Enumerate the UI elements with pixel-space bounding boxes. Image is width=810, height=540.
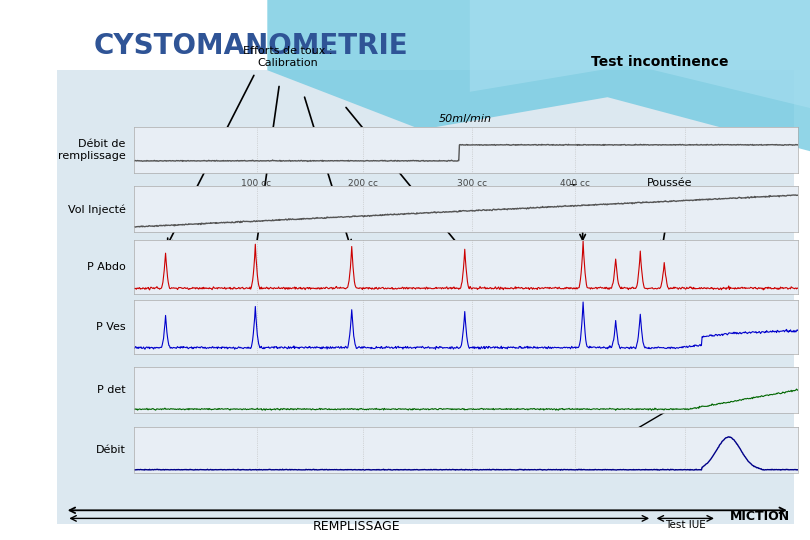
Text: 200 cc: 200 cc <box>347 179 377 188</box>
Text: 300 cc: 300 cc <box>458 179 488 188</box>
Text: MICTION: MICTION <box>730 510 790 523</box>
Polygon shape <box>267 0 810 151</box>
Text: P Ves: P Ves <box>96 322 126 332</box>
Text: 100 cc: 100 cc <box>241 179 271 188</box>
Text: Poussée
abd: Poussée abd <box>647 178 693 200</box>
Bar <box>57 70 794 524</box>
Text: 50ml/min: 50ml/min <box>439 114 492 124</box>
Text: REMPLISSAGE: REMPLISSAGE <box>313 520 400 533</box>
Text: Test IUE: Test IUE <box>665 520 706 530</box>
Polygon shape <box>470 0 810 108</box>
Text: Test incontinence: Test incontinence <box>591 55 729 69</box>
Text: Vol Injecté: Vol Injecté <box>68 204 126 214</box>
Text: Toux: Toux <box>570 184 595 194</box>
Text: P det: P det <box>97 385 126 395</box>
Text: Contraction detrusorienne
mictionnelle: Contraction detrusorienne mictionnelle <box>527 427 655 448</box>
Text: CYSTOMANOMETRIE: CYSTOMANOMETRIE <box>93 32 407 60</box>
Text: 400 cc: 400 cc <box>561 179 590 188</box>
Text: P Abdo: P Abdo <box>87 262 126 272</box>
Text: Débit: Débit <box>96 444 126 455</box>
Text: Efforts de toux :
Calibration: Efforts de toux : Calibration <box>243 46 332 68</box>
Text: Débit de
remplissage: Débit de remplissage <box>58 139 126 160</box>
